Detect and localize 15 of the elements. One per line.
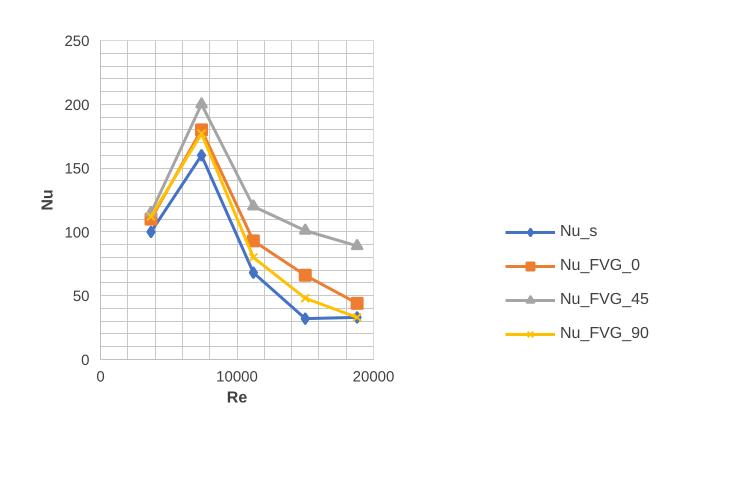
x-tick-label: 10000 <box>216 368 258 386</box>
y-tick-label: 0 <box>81 352 90 369</box>
legend-label: Nu_FVG_0 <box>560 257 640 275</box>
legend-label: Nu_FVG_45 <box>560 291 649 309</box>
legend-label: Nu_FVG_90 <box>560 325 649 343</box>
y-tick-label: 150 <box>64 160 90 178</box>
x-tick-label: 0 <box>96 368 105 386</box>
y-tick-label: 50 <box>72 288 90 306</box>
x-tick-label: 20000 <box>352 368 394 386</box>
legend-label: Nu_s <box>560 223 598 241</box>
y-tick-label: 100 <box>64 224 90 242</box>
y-tick-label: 250 <box>64 33 90 50</box>
y-tick-label: 200 <box>64 96 90 114</box>
y-axis-title: Nu <box>39 189 56 211</box>
x-axis-title: Re <box>226 390 248 406</box>
